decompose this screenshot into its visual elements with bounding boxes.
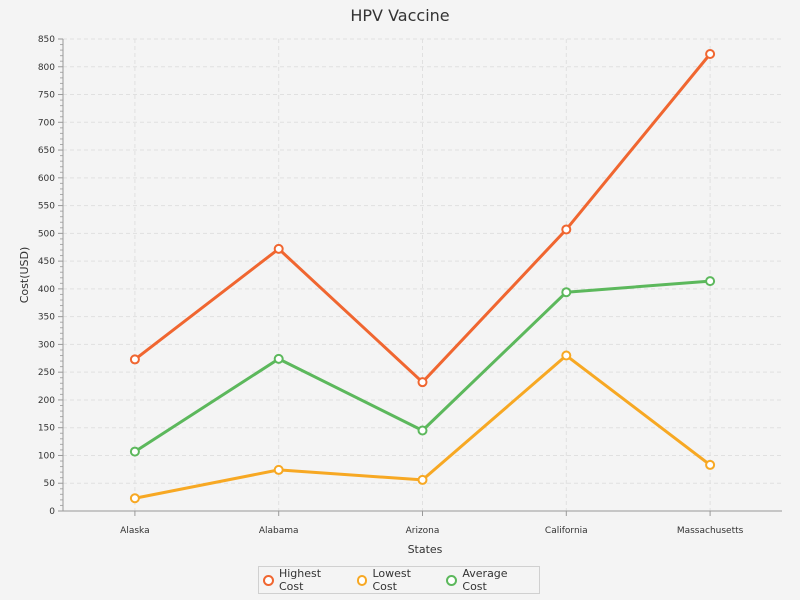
data-point-highest-cost (129, 354, 140, 365)
data-point-average-cost (417, 425, 428, 436)
y-tick-label: 50 (44, 479, 56, 489)
y-tick-label: 850 (38, 35, 55, 45)
y-tick-label: 500 (38, 229, 55, 239)
axes: 0 50 100 150 200 250 300 350 400 450 500 550 600 650 7… (38, 35, 782, 536)
data-point-average-cost (273, 353, 284, 364)
data-point-highest-cost (273, 243, 284, 254)
y-tick-label: 700 (38, 118, 55, 128)
x-tick-label: Massachusetts (677, 526, 744, 536)
legend-marker-highest-cost (263, 574, 274, 586)
legend-marker-lowest-cost (356, 574, 368, 586)
y-axis-title: Cost(USD) (18, 247, 31, 304)
y-tick-label: 200 (38, 396, 55, 406)
y-tick-label: 400 (38, 285, 55, 295)
data-point-lowest-cost (273, 464, 284, 475)
y-tick-label: 300 (38, 340, 55, 350)
y-tick-label: 650 (38, 146, 55, 156)
data-point-lowest-cost (705, 459, 716, 470)
data-point-lowest-cost (129, 493, 140, 504)
legend-item-highest-cost[interactable]: Highest Cost (263, 567, 349, 593)
y-tick-label: 150 (38, 424, 55, 434)
data-point-average-cost (561, 287, 572, 298)
y-tick-label: 250 (38, 368, 55, 378)
data-point-lowest-cost (561, 350, 572, 361)
data-point-highest-cost (417, 377, 428, 388)
x-tick-label: Alaska (120, 526, 149, 536)
legend-label-average-cost: Average Cost (462, 567, 508, 593)
chart-title: HPV Vaccine (350, 6, 450, 25)
legend: Highest Cost Lowest Cost Average Cost (258, 566, 540, 594)
legend-label-highest-cost: Highest Cost (278, 567, 322, 593)
data-point-highest-cost (705, 48, 716, 59)
y-tick-label: 350 (38, 313, 55, 323)
data-point-average-cost (705, 276, 716, 287)
y-tick-label: 800 (38, 63, 55, 73)
y-tick-label: 100 (38, 451, 55, 461)
legend-label-lowest-cost: Lowest Cost (372, 567, 411, 593)
y-tick-label: 600 (38, 174, 55, 184)
x-tick-label: California (545, 526, 588, 536)
legend-item-lowest-cost[interactable]: Lowest Cost (356, 567, 439, 593)
series-layer (129, 48, 716, 504)
legend-marker-average-cost (446, 574, 458, 586)
y-tick-label: 450 (38, 257, 55, 267)
y-tick-label: 750 (38, 91, 55, 101)
legend-item-average-cost[interactable]: Average Cost (446, 567, 535, 593)
data-point-average-cost (129, 446, 140, 457)
data-point-highest-cost (561, 224, 572, 235)
y-tick-label: 0 (49, 507, 55, 517)
y-tick-label: 550 (38, 202, 55, 212)
x-tick-label: Alabama (259, 526, 299, 536)
grid (63, 38, 782, 511)
data-point-lowest-cost (417, 474, 428, 485)
x-tick-label: Arizona (406, 526, 440, 536)
x-axis-title: States (408, 543, 443, 556)
